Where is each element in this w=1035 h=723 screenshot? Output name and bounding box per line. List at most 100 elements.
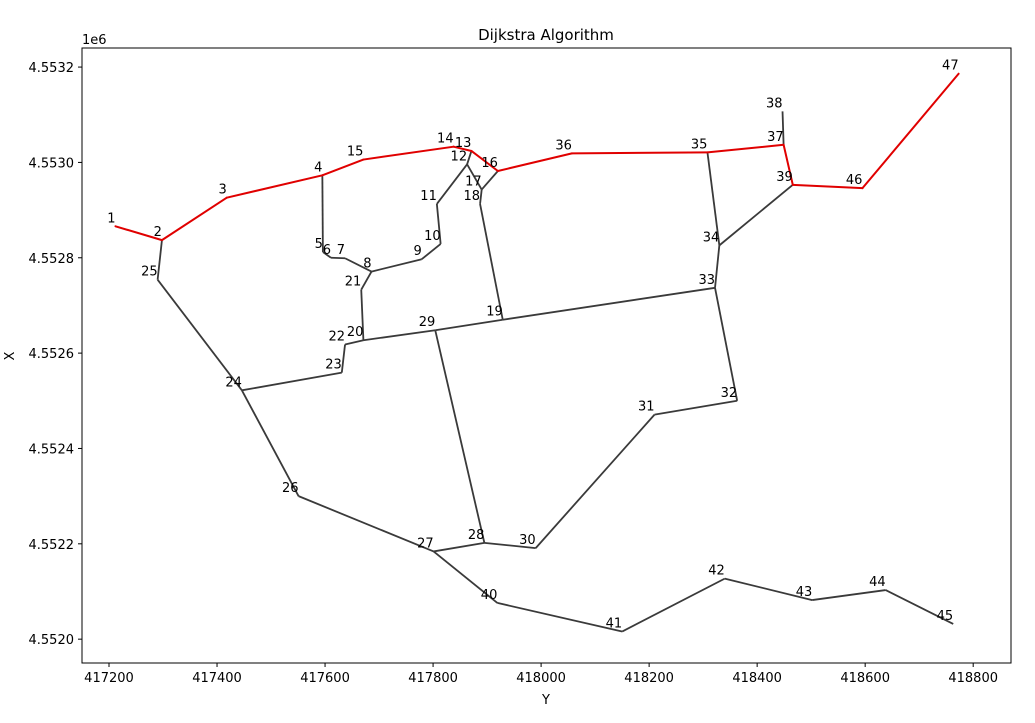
edge-20-21 bbox=[360, 289, 365, 341]
path-edge-36-35 bbox=[570, 151, 709, 155]
node-label-39: 39 bbox=[776, 170, 793, 185]
edge-29-19 bbox=[435, 318, 503, 332]
node-label-18: 18 bbox=[464, 189, 481, 204]
node-label-2: 2 bbox=[154, 225, 162, 240]
y-axis-label: X bbox=[3, 351, 18, 360]
edge-10-11 bbox=[435, 203, 442, 245]
node-label-22: 22 bbox=[328, 330, 345, 345]
x-axis-label: Y bbox=[541, 693, 550, 708]
edge-11-12 bbox=[436, 163, 468, 205]
node-label-4: 4 bbox=[314, 160, 322, 175]
x-ticks: 417200 417400 417600 417800 418000 418200 4184… bbox=[84, 663, 998, 686]
edge-34-39 bbox=[718, 184, 794, 247]
edge-12-17 bbox=[466, 163, 483, 191]
x-tick-label: 417600 bbox=[300, 671, 350, 686]
shortest-path-layer bbox=[114, 72, 960, 242]
node-label-44: 44 bbox=[869, 575, 886, 590]
edge-9-10 bbox=[421, 243, 442, 260]
node-label-24: 24 bbox=[225, 375, 242, 390]
node-label-21: 21 bbox=[345, 275, 362, 290]
x-tick-label: 418000 bbox=[516, 671, 566, 686]
node-label-37: 37 bbox=[767, 130, 784, 145]
node-label-42: 42 bbox=[708, 564, 725, 579]
node-label-41: 41 bbox=[606, 617, 623, 632]
y-tick-label: 4.5522 bbox=[29, 538, 75, 553]
edge-27-40 bbox=[433, 550, 498, 604]
node-label-14: 14 bbox=[437, 132, 454, 147]
path-edge-2-3 bbox=[160, 196, 228, 242]
edge-6-5 bbox=[322, 251, 332, 259]
y-ticks: 4.5520 4.5522 4.5524 4.5526 4.5528 4.5530 4.55… bbox=[29, 61, 82, 648]
edge-20-29 bbox=[363, 329, 436, 342]
edge-28-27 bbox=[433, 541, 485, 553]
edge-31-32 bbox=[654, 399, 738, 416]
y-offset-label: 1e6 bbox=[82, 33, 107, 48]
node-label-40: 40 bbox=[481, 588, 498, 603]
node-label-26: 26 bbox=[282, 481, 299, 496]
y-tick-label: 4.5528 bbox=[29, 252, 75, 267]
path-edge-4-15 bbox=[321, 158, 365, 177]
chart-title: Dijkstra Algorithm bbox=[478, 26, 614, 44]
node-label-3: 3 bbox=[218, 183, 226, 198]
node-label-10: 10 bbox=[424, 229, 441, 244]
edge-28-30 bbox=[484, 541, 536, 550]
node-label-27: 27 bbox=[417, 536, 434, 551]
edge-24-26 bbox=[241, 389, 300, 497]
edge-40-41 bbox=[497, 602, 623, 633]
node-label-47: 47 bbox=[942, 59, 959, 74]
edge-33-34 bbox=[714, 245, 721, 288]
plot-frame bbox=[81, 47, 1012, 664]
path-edge-14-13 bbox=[452, 145, 473, 152]
x-tick-label: 417200 bbox=[84, 671, 134, 686]
edge-24-23 bbox=[241, 371, 342, 392]
path-edge-35-37 bbox=[706, 143, 785, 154]
edge-8-7 bbox=[344, 257, 372, 273]
y-tick-label: 4.5524 bbox=[29, 442, 75, 457]
node-label-15: 15 bbox=[347, 145, 364, 160]
path-edge-13-16 bbox=[470, 149, 499, 172]
node-label-38: 38 bbox=[766, 96, 783, 111]
node-label-36: 36 bbox=[555, 138, 572, 153]
edge-43-44 bbox=[812, 589, 886, 601]
x-tick-label: 418200 bbox=[624, 671, 674, 686]
node-label-45: 45 bbox=[937, 609, 954, 624]
edge-32-33 bbox=[714, 287, 739, 401]
node-label-16: 16 bbox=[481, 156, 498, 171]
node-label-7: 7 bbox=[337, 243, 345, 258]
edge-41-42 bbox=[621, 577, 726, 633]
edge-42-43 bbox=[724, 577, 813, 601]
edge-22-20 bbox=[344, 339, 364, 346]
node-label-19: 19 bbox=[486, 305, 503, 320]
path-edge-3-4 bbox=[225, 174, 324, 199]
node-label-20: 20 bbox=[347, 325, 364, 340]
edge-12-13 bbox=[466, 150, 473, 165]
edge-2-25 bbox=[156, 240, 163, 280]
y-tick-label: 4.5530 bbox=[29, 156, 75, 171]
path-edge-39-46 bbox=[791, 183, 864, 190]
y-tick-label: 4.5526 bbox=[29, 347, 75, 362]
x-tick-label: 418800 bbox=[948, 671, 998, 686]
edge-26-27 bbox=[298, 495, 434, 553]
node-label-31: 31 bbox=[638, 400, 655, 415]
node-label-9: 9 bbox=[413, 244, 421, 259]
node-label-1: 1 bbox=[107, 211, 115, 226]
x-tick-label: 417800 bbox=[408, 671, 458, 686]
edge-18-19 bbox=[479, 203, 504, 320]
x-tick-label: 417400 bbox=[192, 671, 242, 686]
node-label-29: 29 bbox=[419, 315, 436, 330]
node-label-13: 13 bbox=[455, 136, 472, 151]
edge-23-22 bbox=[340, 344, 346, 373]
edge-19-33 bbox=[502, 286, 716, 321]
node-label-23: 23 bbox=[325, 358, 342, 373]
path-edge-16-36 bbox=[496, 152, 573, 172]
node-label-8: 8 bbox=[363, 257, 371, 272]
path-edge-15-14 bbox=[362, 145, 455, 161]
node-label-5: 5 bbox=[315, 237, 323, 252]
edge-21-8 bbox=[360, 271, 373, 291]
y-tick-label: 4.5532 bbox=[29, 61, 75, 76]
node-label-46: 46 bbox=[846, 173, 863, 188]
node-label-35: 35 bbox=[691, 137, 708, 152]
path-edge-37-39 bbox=[782, 143, 794, 186]
